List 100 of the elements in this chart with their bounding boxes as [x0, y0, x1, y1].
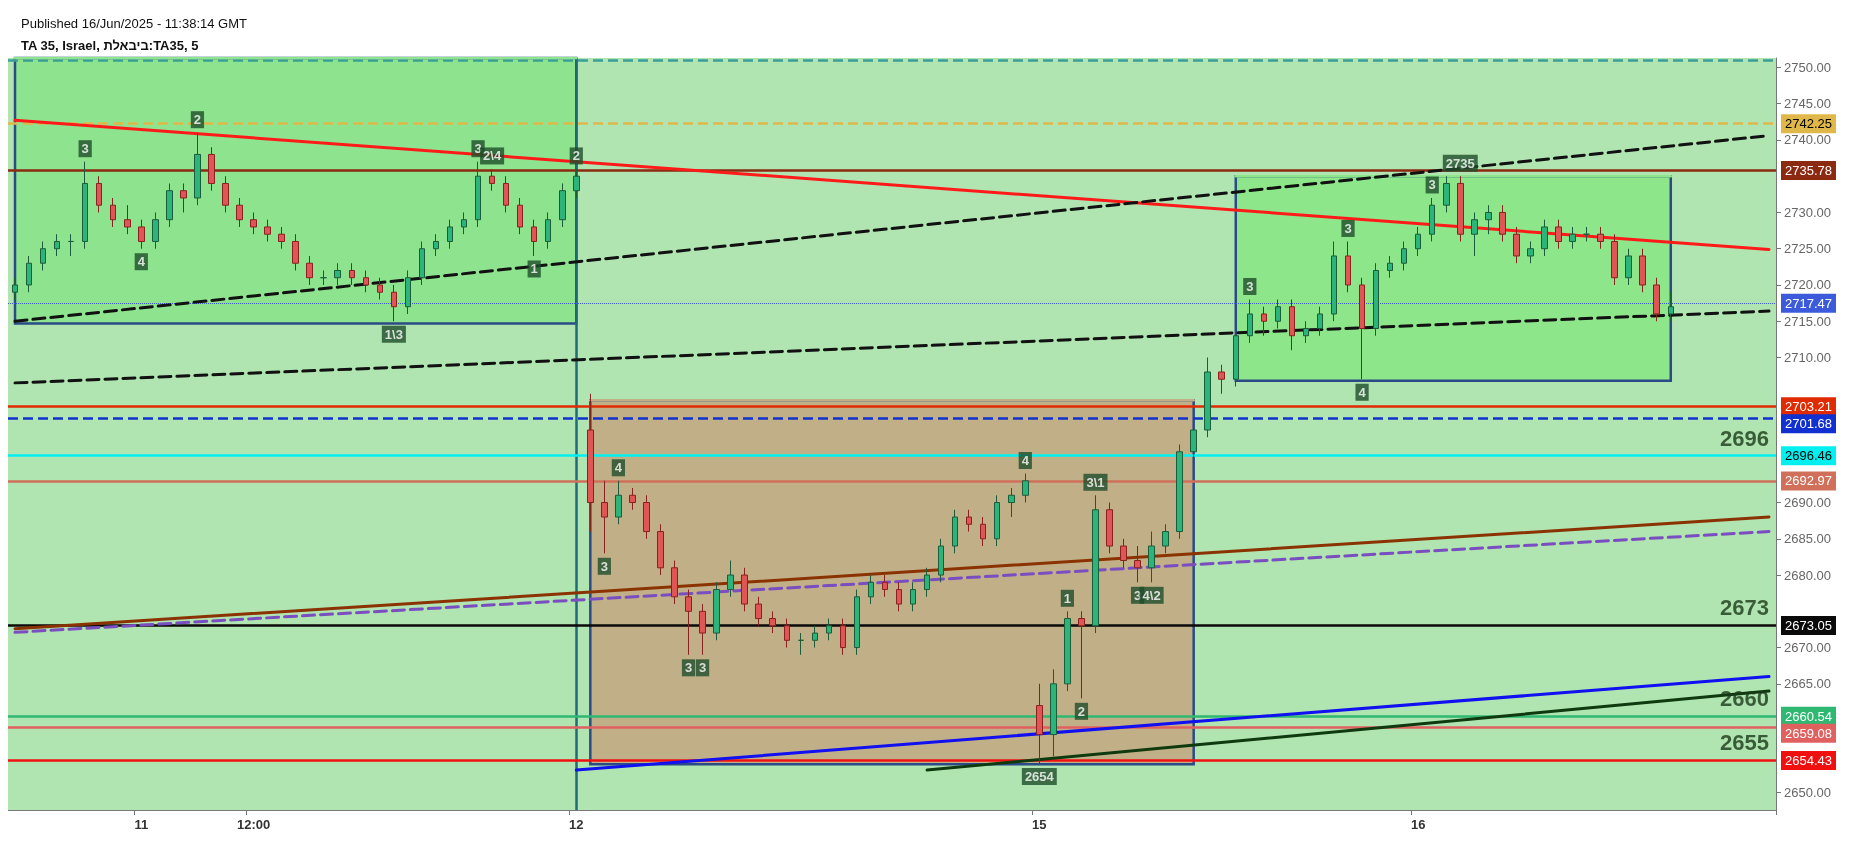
candlestick [1190, 422, 1197, 467]
text: 3 [1246, 278, 1254, 294]
text: 3 [81, 141, 89, 157]
candlestick [966, 509, 972, 533]
candlestick [236, 197, 243, 228]
candlestick [1317, 306, 1323, 337]
candlestick [26, 255, 32, 293]
candlestick [96, 175, 102, 213]
text: 1 [530, 261, 538, 277]
candlestick [1008, 487, 1015, 518]
text: 2654 [1024, 769, 1054, 785]
candlestick [784, 618, 790, 649]
ref-line-label: 2654.43 [1785, 752, 1832, 768]
y-tick-label: 2720.00 [1784, 277, 1831, 293]
candlestick [980, 516, 986, 547]
text: 3 [684, 660, 693, 676]
candlestick [110, 197, 116, 228]
candlestick [363, 269, 369, 293]
text: 4 [1021, 453, 1029, 469]
candlestick [643, 494, 650, 540]
y-tick-label: 2710.00 [1784, 349, 1831, 365]
candlestick [1134, 545, 1141, 583]
candlestick [1022, 473, 1029, 504]
candlestick [1625, 248, 1632, 286]
text: 2\4 [483, 148, 502, 164]
candlestick [1569, 226, 1576, 250]
x-tick-label: 12 [569, 817, 584, 832]
candlestick [854, 589, 860, 656]
candlestick [1401, 240, 1407, 271]
y-tick-label: 2730.00 [1784, 204, 1831, 220]
candlestick [868, 574, 874, 605]
candlestick [1176, 444, 1183, 540]
y-tick-label: 2665.00 [1784, 676, 1831, 692]
y-tick-label: 2685.00 [1784, 531, 1831, 547]
candlestick [812, 625, 818, 649]
ref-line-label: 2742.25 [1785, 116, 1832, 132]
candlestick [180, 182, 187, 213]
candlestick [138, 219, 145, 250]
candlestick [264, 219, 271, 242]
text: 4 [137, 254, 145, 270]
candlestick [545, 211, 551, 250]
text: 3 [1344, 220, 1352, 236]
candlestick [1527, 240, 1534, 264]
candlestick [1639, 248, 1646, 293]
text: 3 [1428, 177, 1436, 193]
candlestick [1443, 175, 1450, 213]
candlestick [208, 146, 215, 192]
candlestick [250, 211, 257, 235]
candlestick [1583, 226, 1590, 242]
candlestick [391, 284, 397, 322]
candlestick [1387, 255, 1393, 279]
candlestick [1247, 298, 1253, 344]
candlestick [1611, 233, 1618, 286]
ref-line-label: 2659.08 [1785, 725, 1832, 741]
text: 2735 [1445, 155, 1475, 171]
candlestick [1092, 494, 1099, 634]
candlestick [1289, 298, 1295, 351]
candlestick [1106, 502, 1113, 554]
y-tick-label: 2740.00 [1784, 132, 1831, 148]
candlestick [741, 567, 748, 612]
y-tick-label: 2750.00 [1784, 59, 1831, 75]
text: 2 [193, 112, 202, 128]
candlestick [166, 182, 173, 228]
candlestick [727, 560, 734, 598]
candlestick [40, 240, 46, 271]
text: 4 [1358, 384, 1366, 400]
annotation: 2696 [1720, 425, 1769, 451]
text: 3 [474, 141, 482, 157]
y-tick-label: 2650.00 [1784, 785, 1831, 801]
annotation: 2673 [1720, 595, 1769, 621]
candlestick [910, 581, 916, 612]
candlestick [194, 132, 201, 206]
text: 4 [614, 460, 622, 476]
candlestick [1331, 240, 1337, 322]
candlestick [1555, 219, 1562, 250]
candlestick [1162, 523, 1169, 554]
candlestick [489, 168, 495, 192]
candlestick [1275, 298, 1281, 329]
ref-line-label: 2692.97 [1785, 473, 1832, 489]
candlestick [447, 219, 453, 250]
y-tick-label: 2680.00 [1784, 567, 1831, 583]
ref-line-label: 2696.46 [1785, 448, 1832, 464]
text: 3 [600, 558, 608, 574]
candlestick [1513, 226, 1520, 264]
text: 1 [1063, 590, 1072, 606]
candlestick [938, 538, 944, 583]
candlestick [531, 219, 537, 257]
chart-title: TA 35, Israel, ביבאלת:TA35, 5 [21, 38, 199, 53]
candlestick [1218, 364, 1225, 395]
text: 3 [698, 660, 707, 676]
candlestick [320, 269, 327, 286]
x-tick-label: 12:00 [236, 817, 271, 832]
candlestick [68, 233, 74, 257]
candlestick [769, 610, 776, 634]
y-tick-label: 2670.00 [1784, 640, 1831, 656]
annotation: 2660 [1720, 686, 1769, 712]
candlestick [657, 523, 664, 576]
candlestick [54, 233, 60, 257]
candlestick [671, 560, 678, 605]
x-tick-label: 11 [134, 817, 149, 832]
